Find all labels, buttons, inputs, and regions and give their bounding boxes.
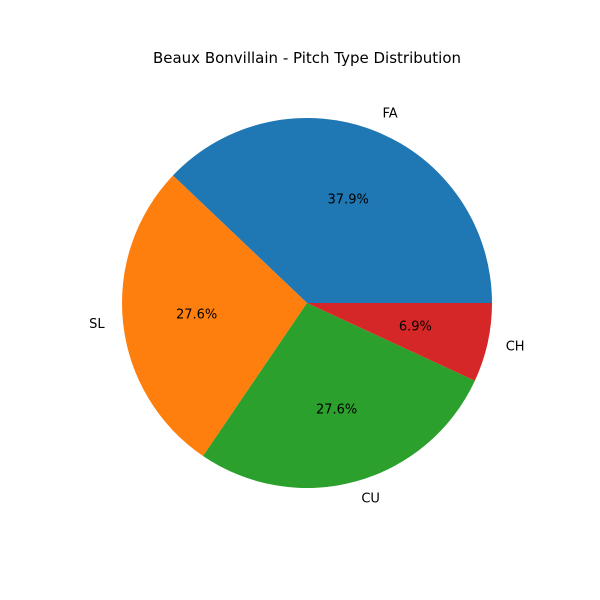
slice-label-ch: CH — [506, 339, 525, 354]
pie-slices — [121, 117, 492, 488]
slice-percent-cu: 27.6% — [316, 402, 357, 417]
slice-label-fa: FA — [383, 107, 398, 122]
pie-slice-cu — [203, 303, 475, 488]
slice-label-sl: SL — [89, 317, 105, 332]
pie-slice-ch — [307, 303, 492, 381]
pie-slice-sl — [121, 175, 307, 457]
slice-percent-ch: 6.9% — [399, 319, 432, 334]
pie-labels: FA 37.9% SL 27.6% CU 27.6% CH 6.9% — [89, 107, 524, 507]
slice-label-cu: CU — [361, 492, 380, 507]
slice-percent-fa: 37.9% — [328, 192, 369, 207]
slice-percent-sl: 27.6% — [176, 307, 217, 322]
chart-title: Beaux Bonvillain - Pitch Type Distributi… — [153, 49, 461, 67]
pie-slice-fa — [172, 117, 492, 304]
